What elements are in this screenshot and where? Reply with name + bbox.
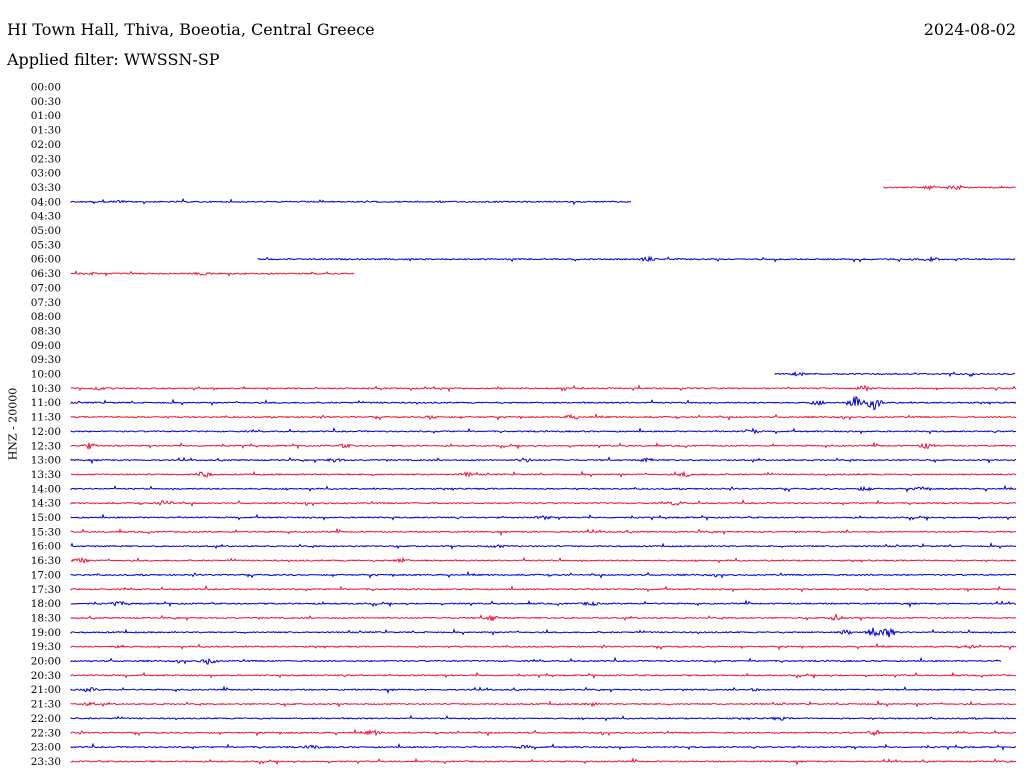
time-tick-label: 04:00 bbox=[31, 196, 61, 208]
seismic-trace-1630 bbox=[70, 556, 1017, 565]
time-tick-label: 08:30 bbox=[31, 325, 61, 337]
seismic-trace-1330 bbox=[70, 470, 1017, 479]
seismic-trace-1530 bbox=[70, 527, 1017, 537]
time-tick-label: 07:00 bbox=[31, 282, 61, 294]
time-tick-label: 15:00 bbox=[31, 512, 61, 524]
time-tick-label: 01:30 bbox=[31, 125, 61, 137]
seismic-trace-1400 bbox=[70, 484, 1017, 493]
seismic-trace-1830 bbox=[70, 612, 1017, 622]
time-tick-label: 09:00 bbox=[31, 340, 61, 352]
applied-filter: Applied filter: WWSSN-SP bbox=[7, 50, 220, 69]
station-title: HI Town Hall, Thiva, Boeotia, Central Gr… bbox=[7, 20, 375, 39]
seismic-trace-0400 bbox=[70, 197, 632, 206]
seismic-trace-2230 bbox=[70, 728, 1017, 737]
time-tick-label: 06:30 bbox=[31, 268, 61, 280]
seismic-trace-1900 bbox=[70, 627, 1017, 638]
time-tick-label: 03:00 bbox=[31, 168, 61, 180]
time-tick-label: 14:30 bbox=[31, 498, 61, 510]
time-tick-label: 05:00 bbox=[31, 225, 61, 237]
seismic-trace-2300 bbox=[70, 742, 1017, 751]
seismic-trace-2330 bbox=[70, 757, 1017, 766]
time-tick-label: 20:00 bbox=[31, 656, 61, 668]
seismic-trace-0330 bbox=[883, 184, 1016, 191]
seismic-trace-2030 bbox=[70, 671, 1017, 680]
time-tick-label: 10:00 bbox=[31, 369, 61, 381]
time-tick-label: 07:30 bbox=[31, 297, 61, 309]
time-tick-label: 23:30 bbox=[31, 756, 61, 768]
time-tick-label: 18:00 bbox=[31, 598, 61, 610]
seismic-trace-2200 bbox=[70, 714, 1017, 722]
time-tick-label: 00:00 bbox=[31, 82, 61, 94]
time-tick-label: 06:00 bbox=[31, 254, 61, 266]
seismic-trace-1300 bbox=[70, 456, 1017, 465]
time-tick-label: 11:00 bbox=[31, 397, 61, 409]
time-tick-label: 12:00 bbox=[31, 426, 61, 438]
time-tick-label: 02:00 bbox=[31, 139, 61, 151]
seismic-trace-2130 bbox=[70, 699, 1017, 708]
seismic-trace-1700 bbox=[70, 570, 1017, 579]
time-tick-label: 13:00 bbox=[31, 455, 61, 467]
seismic-trace-1930 bbox=[70, 642, 1017, 651]
seismic-trace-1800 bbox=[70, 599, 1017, 609]
seismic-trace-1000 bbox=[774, 371, 1016, 378]
seismic-trace-1030 bbox=[70, 384, 1017, 393]
time-tick-label: 11:30 bbox=[31, 412, 61, 424]
record-date: 2024-08-02 bbox=[923, 20, 1016, 39]
seismic-trace-2100 bbox=[70, 685, 1017, 695]
seismic-trace-1100 bbox=[70, 395, 1017, 411]
time-tick-label: 21:30 bbox=[31, 699, 61, 711]
seismic-trace-0600 bbox=[257, 255, 1016, 263]
seismic-trace-1130 bbox=[70, 412, 1017, 421]
time-tick-label: 12:30 bbox=[31, 440, 61, 452]
seismic-trace-1730 bbox=[70, 584, 1017, 593]
time-tick-label: 02:30 bbox=[31, 153, 61, 165]
seismic-trace-1430 bbox=[70, 498, 1017, 507]
time-tick-label: 14:00 bbox=[31, 483, 61, 495]
seismic-trace-0630 bbox=[70, 269, 355, 277]
time-tick-label: 22:00 bbox=[31, 713, 61, 725]
time-tick-label: 22:30 bbox=[31, 727, 61, 739]
time-tick-label: 15:30 bbox=[31, 526, 61, 538]
seismic-trace-2000 bbox=[70, 656, 1002, 665]
time-tick-label: 09:30 bbox=[31, 354, 61, 366]
seismic-trace-1500 bbox=[70, 513, 1017, 522]
time-tick-label: 13:30 bbox=[31, 469, 61, 481]
time-tick-label: 19:00 bbox=[31, 627, 61, 639]
time-tick-label: 08:00 bbox=[31, 311, 61, 323]
seismic-trace-1600 bbox=[70, 541, 1017, 550]
time-tick-label: 23:00 bbox=[31, 742, 61, 754]
time-tick-label: 04:30 bbox=[31, 211, 61, 223]
seismic-trace-1200 bbox=[70, 426, 1017, 435]
time-tick-label: 16:00 bbox=[31, 541, 61, 553]
time-tick-label: 01:00 bbox=[31, 110, 61, 122]
time-tick-label: 17:30 bbox=[31, 584, 61, 596]
time-tick-label: 05:30 bbox=[31, 239, 61, 251]
seismic-trace-1230 bbox=[70, 441, 1017, 451]
time-tick-label: 03:30 bbox=[31, 182, 61, 194]
time-tick-label: 18:30 bbox=[31, 612, 61, 624]
time-tick-label: 17:00 bbox=[31, 569, 61, 581]
time-tick-label: 16:30 bbox=[31, 555, 61, 567]
time-tick-label: 19:30 bbox=[31, 641, 61, 653]
time-tick-label: 21:00 bbox=[31, 684, 61, 696]
time-tick-label: 00:30 bbox=[31, 96, 61, 108]
time-tick-label: 20:30 bbox=[31, 670, 61, 682]
time-tick-label: 10:30 bbox=[31, 383, 61, 395]
